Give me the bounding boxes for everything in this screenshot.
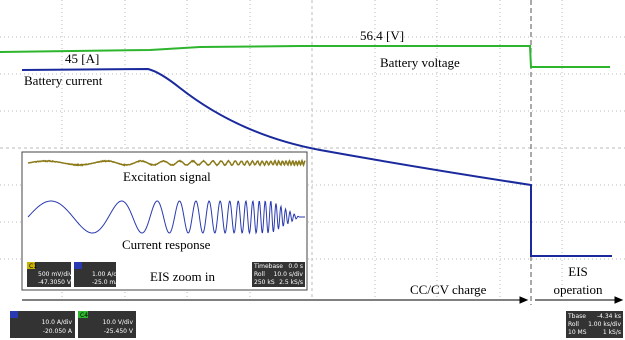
tb-mode: Roll — [254, 271, 265, 278]
readouts: 10.0 A/div -20.050 A C4 10.0 V/div -25.4… — [10, 311, 623, 338]
voltage-value: 56.4 [V] — [360, 28, 404, 43]
scope-figure: 45 [A] Battery current 56.4 [V] Battery … — [0, 0, 625, 340]
current-value: 45 [A] — [65, 51, 99, 66]
excitation-label: Excitation signal — [123, 169, 211, 184]
eis-label: EIS — [568, 264, 588, 279]
tb-samples: 250 kS — [254, 279, 275, 286]
current-label: Battery current — [24, 73, 103, 88]
rt-scale: 1.00 ks/div — [588, 321, 621, 328]
r4-name: C4 — [80, 312, 88, 319]
tb-rate: 2.5 kS/s — [279, 279, 303, 286]
tb-title: Timebase — [253, 263, 283, 270]
tb-value: 0.0 s — [288, 263, 303, 270]
rt-value: -4.34 ks — [597, 313, 621, 320]
c1-name: C1 — [29, 263, 37, 270]
c1-offset: -47.3050 V — [38, 279, 72, 286]
zoom-label: EIS zoom in — [150, 269, 215, 284]
r1-scale: 10.0 A/div — [42, 319, 73, 326]
c1-scale: 500 mV/div — [38, 271, 73, 278]
phase-arrows — [22, 297, 622, 303]
rt-mode: Roll — [568, 321, 579, 328]
eis-label-2: operation — [553, 282, 603, 297]
rt-rate: 1 kS/s — [603, 329, 621, 336]
tb-scale: 10.0 s/div — [274, 271, 304, 278]
c2-scale: 1.00 A/div — [92, 271, 123, 278]
inset: Excitation signal Current response EIS z… — [22, 152, 307, 290]
r4-scale: 10.0 V/div — [103, 319, 134, 326]
c2-offset: -25.0 mA — [92, 279, 120, 286]
charge-label: CC/CV charge — [410, 282, 487, 297]
rt-title: Tbase — [567, 313, 586, 320]
r1-offset: -20.050 A — [43, 328, 73, 335]
rt-samples: 10 MS — [568, 329, 587, 336]
response-label: Current response — [122, 237, 211, 252]
voltage-label: Battery voltage — [380, 55, 460, 70]
r4-offset: -25.450 V — [104, 328, 134, 335]
